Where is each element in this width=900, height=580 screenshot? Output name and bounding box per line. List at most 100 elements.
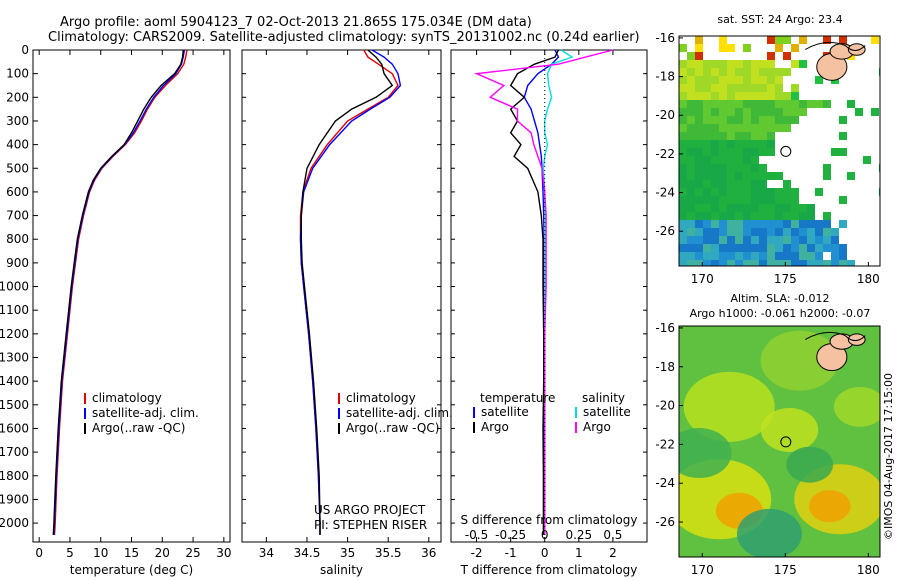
sst-cell <box>767 100 775 108</box>
sst-cell <box>687 124 695 132</box>
sst-cell <box>759 220 767 228</box>
sst-cell <box>743 132 751 140</box>
sst-cell <box>743 244 751 252</box>
sst-cell <box>775 44 783 52</box>
sla-blob <box>760 330 839 391</box>
x-tick-label: 34 <box>259 546 274 560</box>
sst-cell <box>799 260 807 266</box>
sst-cell <box>735 124 743 132</box>
sst-cell <box>703 188 711 196</box>
sst-cell <box>831 252 839 260</box>
sst-cell <box>719 108 727 116</box>
sst-map-panel: -16 -18 -20 -22 -24 -26 170 175 180 sat. SST: 24 … <box>655 13 881 286</box>
s-tick-label: -0.25 <box>495 528 526 542</box>
sst-cell <box>719 212 727 220</box>
sst-cell <box>743 172 751 180</box>
sst-cell <box>735 172 743 180</box>
sst-cell <box>767 236 775 244</box>
sst-cell <box>775 172 783 180</box>
sst-cell <box>839 148 847 156</box>
sst-cell <box>695 124 703 132</box>
sst-cell <box>711 236 719 244</box>
sst-cell <box>679 68 687 76</box>
sst-cell <box>775 108 783 116</box>
sla-blob <box>786 446 834 483</box>
sst-cell <box>687 108 695 116</box>
sst-cell <box>735 212 743 220</box>
sst-cell <box>679 252 687 260</box>
map-x-tick-label: 180 <box>857 272 880 286</box>
sst-cell <box>687 244 695 252</box>
sst-cell <box>735 68 743 76</box>
sst-cell <box>767 60 775 68</box>
y-tick-label: 1500 <box>0 398 29 412</box>
x-tick-label: -1 <box>505 546 517 560</box>
sst-cell <box>799 36 807 44</box>
sst-cell <box>711 124 719 132</box>
sst-cell <box>711 180 719 188</box>
sst-cell <box>727 68 735 76</box>
sst-cell <box>799 212 807 220</box>
sst-cell <box>743 84 751 92</box>
legend-label: satellite-adj. clim. <box>92 406 199 420</box>
sst-cell <box>703 260 711 266</box>
sst-cell <box>783 236 791 244</box>
sst-cell <box>711 244 719 252</box>
sst-cell <box>703 76 711 84</box>
coastline <box>804 331 866 342</box>
sst-cell <box>759 60 767 68</box>
x-tick-label: -2 <box>471 546 483 560</box>
sst-cell <box>711 188 719 196</box>
map-y-tick-label: -20 <box>655 399 675 413</box>
sst-cell <box>751 252 759 260</box>
legend-label: climatology <box>92 391 162 405</box>
map-y-tick-label: -24 <box>655 186 675 200</box>
sst-cell <box>791 44 799 52</box>
sst-cell <box>775 212 783 220</box>
x-axis-label: temperature (deg C) <box>70 563 193 577</box>
sst-cell <box>711 148 719 156</box>
y-tick-label: 1600 <box>0 421 29 435</box>
sst-cell <box>735 220 743 228</box>
sst-cell <box>839 220 847 228</box>
sst-cell <box>679 164 687 172</box>
sst-cell <box>735 76 743 84</box>
sst-cell <box>759 148 767 156</box>
sst-cell <box>735 228 743 236</box>
sst-cell <box>711 228 719 236</box>
sst-cell <box>695 252 703 260</box>
series-line-argo-raw-qc- <box>300 49 394 535</box>
sst-cell <box>767 188 775 196</box>
sst-cell <box>687 180 695 188</box>
sst-cell <box>751 180 759 188</box>
sst-cell <box>695 108 703 116</box>
sst-cell <box>695 220 703 228</box>
s-tick-label: -0.5 <box>465 528 488 542</box>
sst-cell <box>679 188 687 196</box>
sst-cell <box>799 108 807 116</box>
sst-cell <box>743 260 751 266</box>
sst-cell <box>679 228 687 236</box>
sst-cell <box>695 68 703 76</box>
sst-cell <box>751 212 759 220</box>
sst-cell <box>695 172 703 180</box>
sst-cell <box>743 140 751 148</box>
sst-cell <box>735 60 743 68</box>
sst-cell <box>839 116 847 124</box>
y-tick-label: 1400 <box>0 374 29 388</box>
sst-cell <box>751 140 759 148</box>
sst-cell <box>791 244 799 252</box>
x-tick-label: 10 <box>93 546 108 560</box>
sst-cell <box>711 108 719 116</box>
sst-cell <box>679 260 687 266</box>
sst-cell <box>775 260 783 266</box>
sst-cell <box>679 220 687 228</box>
sst-cell <box>703 236 711 244</box>
sst-cell <box>775 252 783 260</box>
y-tick-label: 1900 <box>0 492 29 506</box>
sst-cell <box>719 204 727 212</box>
sst-cell <box>783 92 791 100</box>
sst-cell <box>791 100 799 108</box>
sst-cell <box>727 116 735 124</box>
sst-cell <box>719 220 727 228</box>
